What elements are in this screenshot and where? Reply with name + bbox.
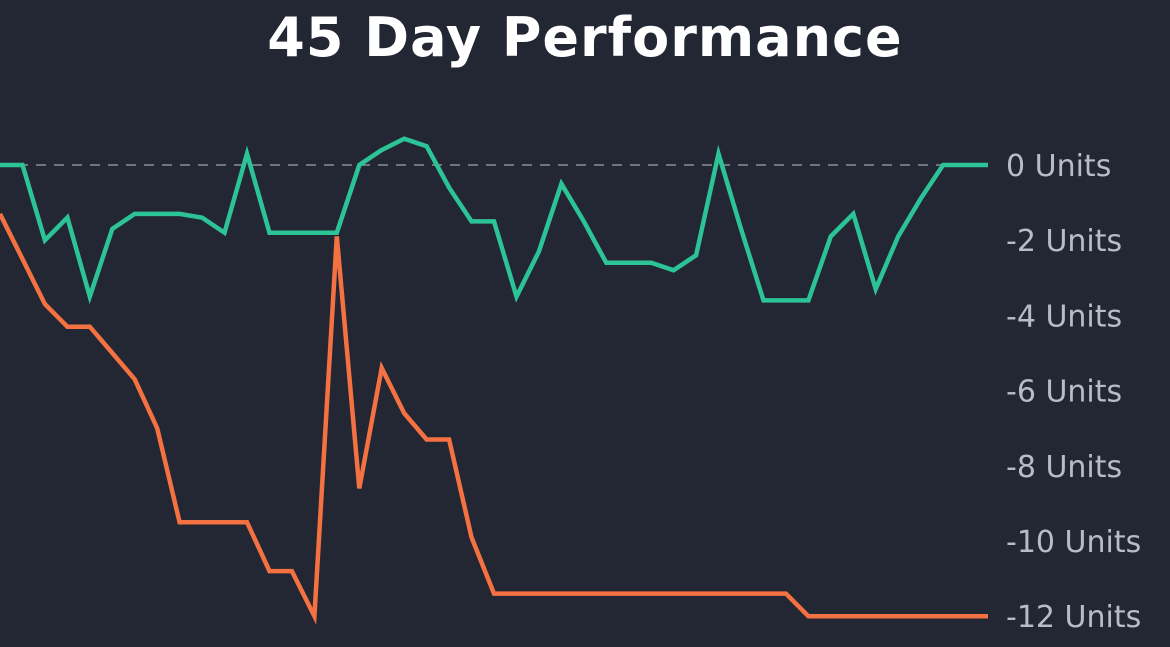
chart-title: 45 Day Performance xyxy=(267,6,903,69)
y-tick-label: -8 Units xyxy=(1006,450,1122,485)
y-tick-label: -2 Units xyxy=(1006,224,1122,259)
y-tick-label: -12 Units xyxy=(1006,600,1141,635)
series-line-2 xyxy=(0,212,988,625)
series-layer xyxy=(0,136,988,625)
y-tick-label: 0 Units xyxy=(1006,149,1111,184)
y-axis-ticks: 0 Units -2 Units -4 Units -6 Units -8 Units -… xyxy=(1006,149,1141,635)
y-tick-label: -4 Units xyxy=(1006,299,1122,334)
y-tick-label: -6 Units xyxy=(1006,375,1122,410)
series-line-1 xyxy=(0,136,988,305)
y-tick-label: -10 Units xyxy=(1006,525,1141,560)
